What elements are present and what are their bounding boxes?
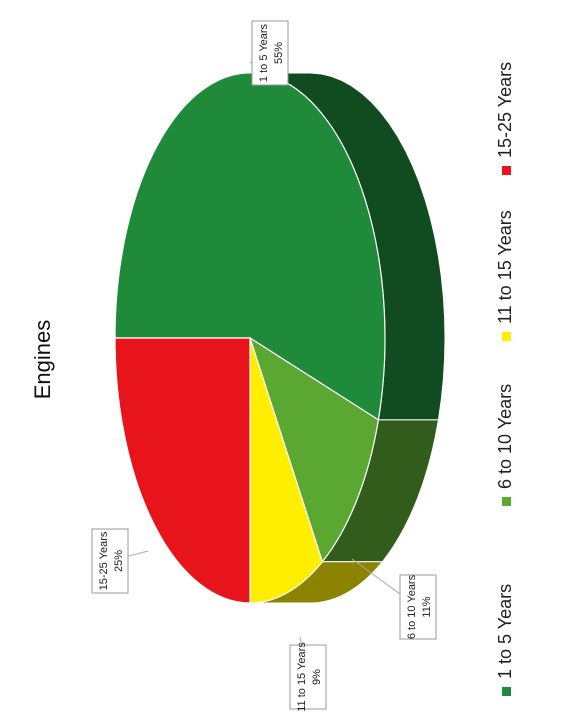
legend-item-6-to-10-years: 6 to 10 Years <box>495 384 515 506</box>
legend-label: 1 to 5 Years <box>495 584 515 679</box>
data-label-1-to-5-years: 1 to 5 Years 55% <box>249 20 289 86</box>
chart-title: Engines <box>30 320 55 400</box>
legend-label: 11 to 15 Years <box>495 210 515 324</box>
legend-item-1-to-5-years: 1 to 5 Years <box>495 584 515 696</box>
data-label-value: 55% <box>273 42 285 64</box>
legend-swatch <box>502 687 511 696</box>
data-label-15-25-years: 15-25 Years 25% <box>91 528 149 594</box>
pie-slice-15-25-years <box>114 337 251 604</box>
data-label-11-to-15-years: 11 to 15 Years 9% <box>289 636 327 712</box>
legend-label: 15-25 Years <box>495 62 515 158</box>
legend-swatch <box>502 332 511 341</box>
data-labels: 1 to 5 Years 55% 6 to 10 Years 11% 11 to 15 … <box>91 20 437 712</box>
legend-item-11-to-15-years: 11 to 15 Years <box>495 210 515 341</box>
data-label-value: 11% <box>421 596 433 617</box>
data-label-category: 11 to 15 Years <box>296 642 308 712</box>
data-label-category: 15-25 Years <box>98 531 110 590</box>
pie-side-walls <box>249 72 446 604</box>
data-label-6-to-10-years: 6 to 10 Years 11% <box>351 558 437 640</box>
legend: 1 to 5 Years 6 to 10 Years 11 to 15 Years 1… <box>495 62 515 696</box>
pie-slices <box>114 72 386 604</box>
data-label-value: 9% <box>311 669 323 685</box>
legend-swatch <box>502 497 511 506</box>
pie-slice-6-to-10-years <box>248 336 380 563</box>
legend-swatch <box>502 166 511 175</box>
legend-label: 6 to 10 Years <box>495 384 515 489</box>
data-label-category: 6 to 10 Years <box>406 574 418 639</box>
legend-item-15-25-years: 15-25 Years <box>495 62 515 175</box>
pie-slice-11-to-15-years <box>249 337 324 604</box>
data-label-value: 25% <box>113 550 125 572</box>
data-label-category: 1 to 5 Years <box>258 23 270 82</box>
